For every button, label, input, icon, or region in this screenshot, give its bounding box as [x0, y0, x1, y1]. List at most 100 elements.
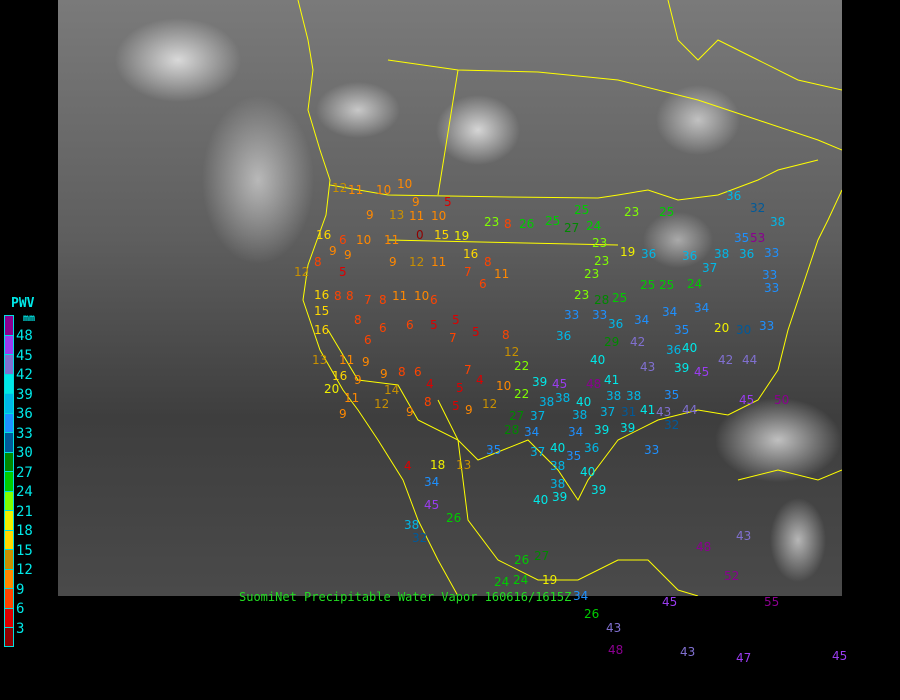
- station-pwv-value: 25: [545, 214, 561, 228]
- station-pwv-value: 23: [584, 267, 600, 281]
- station-pwv-value: 7: [464, 363, 472, 377]
- station-pwv-value: 36: [608, 317, 624, 331]
- legend-tick: 48: [16, 328, 33, 344]
- station-pwv-value: 20: [714, 321, 730, 335]
- station-pwv-value: 34: [568, 425, 584, 439]
- station-pwv-value: 25: [659, 205, 675, 219]
- station-pwv-value: 40: [550, 441, 566, 455]
- station-pwv-value: 19: [620, 245, 636, 259]
- station-pwv-value: 13: [312, 353, 328, 367]
- station-pwv-value: 9: [329, 244, 337, 258]
- legend-tick: 6: [16, 601, 25, 617]
- station-pwv-value: 43: [656, 405, 672, 419]
- station-pwv-value: 37: [600, 405, 616, 419]
- station-pwv-value: 7: [449, 331, 457, 345]
- legend-tick: 3: [16, 620, 25, 637]
- station-pwv-value: 6: [414, 365, 422, 379]
- station-pwv-value: 37: [702, 261, 718, 275]
- station-pwv-value: 8: [379, 293, 387, 307]
- legend-bin: [4, 510, 14, 530]
- station-pwv-value: 33: [592, 308, 608, 322]
- station-pwv-value: 55: [764, 595, 780, 609]
- station-pwv-value: 24: [494, 575, 510, 589]
- station-pwv-value: 6: [479, 277, 487, 291]
- station-pwv-value: 16: [314, 288, 330, 302]
- station-pwv-value: 5: [452, 399, 460, 413]
- station-pwv-value: 16: [463, 247, 479, 261]
- station-pwv-value: 36: [584, 441, 600, 455]
- station-pwv-value: 35: [674, 323, 690, 337]
- station-pwv-value: 5: [456, 381, 464, 395]
- station-pwv-value: 26: [519, 217, 535, 231]
- station-pwv-value: 48: [696, 540, 712, 554]
- station-pwv-value: 15: [434, 228, 450, 242]
- legend-tick: 42: [16, 367, 33, 383]
- station-pwv-value: 22: [514, 359, 530, 373]
- station-pwv-value: 33: [564, 308, 580, 322]
- station-pwv-value: 39: [620, 421, 636, 435]
- station-pwv-value: 32: [412, 531, 428, 545]
- station-pwv-value: 22: [514, 387, 530, 401]
- station-pwv-value: 35: [734, 231, 750, 245]
- political-boundaries: [297, 0, 842, 596]
- station-pwv-value: 6: [364, 333, 372, 347]
- station-pwv-value: 44: [682, 403, 698, 417]
- station-pwv-value: 25: [612, 291, 628, 305]
- station-pwv-value: 38: [572, 408, 588, 422]
- station-pwv-value: 45: [739, 393, 755, 407]
- station-pwv-value: 9: [339, 407, 347, 421]
- station-pwv-value: 53: [750, 231, 766, 245]
- station-pwv-value: 8: [504, 217, 512, 231]
- station-pwv-value: 18: [430, 458, 446, 472]
- station-pwv-value: 47: [736, 651, 752, 665]
- station-pwv-value: 39: [674, 361, 690, 375]
- legend-bin: [4, 627, 14, 647]
- station-pwv-value: 45: [662, 595, 678, 609]
- station-pwv-value: 26: [446, 511, 462, 525]
- station-pwv-value: 33: [644, 443, 660, 457]
- station-pwv-value: 35: [664, 388, 680, 402]
- legend-tick: 9: [16, 581, 25, 598]
- station-pwv-value: 9: [412, 195, 420, 209]
- legend-tick: 30: [16, 445, 33, 461]
- station-pwv-value: 5: [444, 195, 452, 209]
- legend-bin: [4, 393, 14, 413]
- station-pwv-value: 24: [586, 219, 602, 233]
- station-pwv-value: 36: [726, 189, 742, 203]
- station-pwv-value: 8: [484, 255, 492, 269]
- station-pwv-value: 27: [534, 549, 550, 563]
- station-pwv-value: 15: [314, 304, 330, 318]
- station-pwv-value: 32: [750, 201, 766, 215]
- station-pwv-value: 11: [384, 233, 400, 247]
- station-pwv-value: 12: [409, 255, 425, 269]
- station-pwv-value: 38: [555, 391, 571, 405]
- map-caption: SuomiNet Precipitable Water Vapor 160616…: [239, 590, 572, 604]
- station-pwv-value: 24: [687, 277, 703, 291]
- station-pwv-value: 43: [736, 529, 752, 543]
- station-pwv-value: 12: [332, 181, 348, 195]
- station-pwv-value: 16: [314, 323, 330, 337]
- station-pwv-value: 23: [484, 215, 500, 229]
- station-pwv-value: 25: [659, 278, 675, 292]
- station-pwv-value: 40: [682, 341, 698, 355]
- station-pwv-value: 4: [476, 373, 484, 387]
- station-pwv-value: 9: [406, 405, 414, 419]
- station-pwv-value: 20: [324, 382, 340, 396]
- station-pwv-value: 50: [774, 393, 790, 407]
- station-pwv-value: 9: [465, 403, 473, 417]
- station-pwv-value: 8: [314, 255, 322, 269]
- station-pwv-value: 11: [348, 183, 364, 197]
- station-pwv-value: 11: [494, 267, 510, 281]
- legend-tick: 27: [16, 464, 33, 481]
- station-pwv-value: 34: [634, 313, 650, 327]
- station-pwv-value: 38: [606, 389, 622, 403]
- station-pwv-value: 11: [392, 289, 408, 303]
- legend-bin: [4, 451, 14, 471]
- legend-bin: [4, 334, 14, 354]
- station-pwv-value: 43: [680, 645, 696, 659]
- station-pwv-value: 6: [406, 318, 414, 332]
- station-pwv-value: 5: [430, 318, 438, 332]
- station-pwv-value: 41: [604, 373, 620, 387]
- station-pwv-value: 11: [431, 255, 447, 269]
- station-pwv-value: 28: [504, 423, 520, 437]
